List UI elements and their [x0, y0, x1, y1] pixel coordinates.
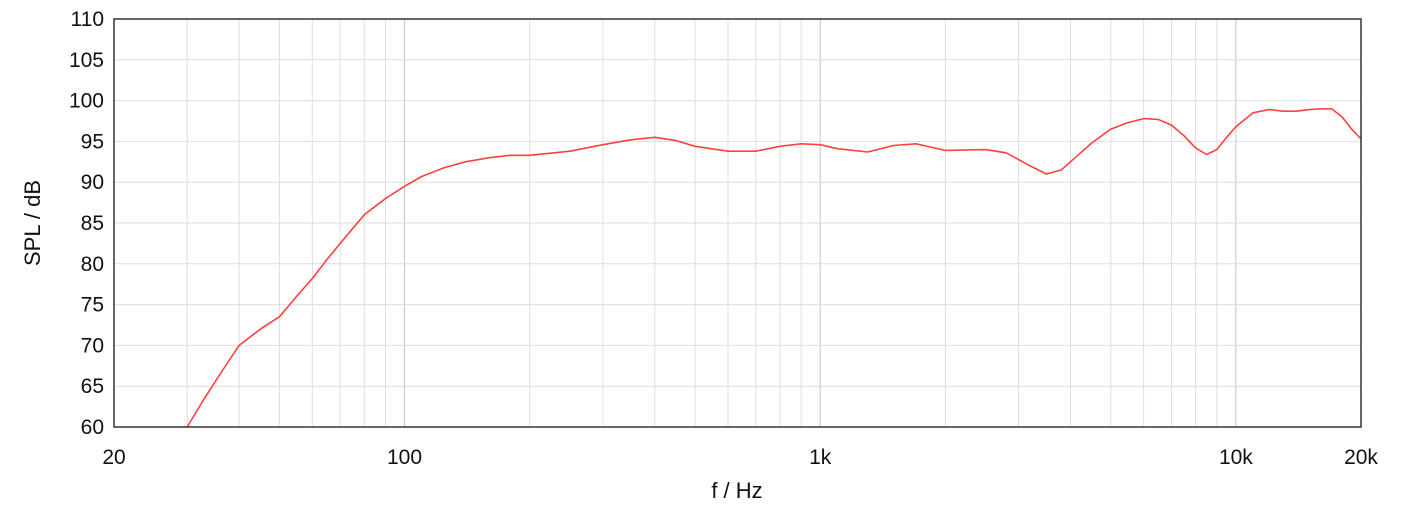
y-axis-title: SPL / dB: [20, 180, 45, 266]
x-tick-label: 1k: [809, 446, 832, 469]
y-tick-label: 105: [69, 49, 104, 72]
grid: [113, 18, 1362, 428]
x-tick-label: 20k: [1344, 446, 1378, 469]
y-tick-label: 90: [81, 171, 104, 194]
plot-frame: [113, 18, 1362, 428]
y-axis-ticks: 60 65 70 75 80 85 90 95 100 105 110: [69, 8, 104, 439]
y-tick-label: 110: [71, 8, 104, 31]
y-tick-label: 60: [81, 416, 104, 439]
y-tick-label: 75: [81, 294, 104, 317]
x-tick-label: 20: [102, 446, 125, 469]
y-tick-label: 95: [81, 130, 104, 153]
x-axis-ticks: 20 100 1k 10k 20k: [102, 446, 1378, 469]
y-tick-label: 85: [81, 212, 104, 235]
x-tick-label: 100: [387, 446, 422, 469]
series-line: [186, 108, 1362, 428]
y-tick-label: 80: [81, 253, 104, 276]
y-tick-label: 100: [69, 90, 104, 113]
y-tick-label: 70: [81, 334, 104, 357]
x-axis-title: f / Hz: [711, 478, 762, 503]
y-tick-label: 65: [81, 375, 104, 398]
series-layer: [186, 108, 1362, 428]
x-tick-label: 10k: [1219, 446, 1253, 469]
